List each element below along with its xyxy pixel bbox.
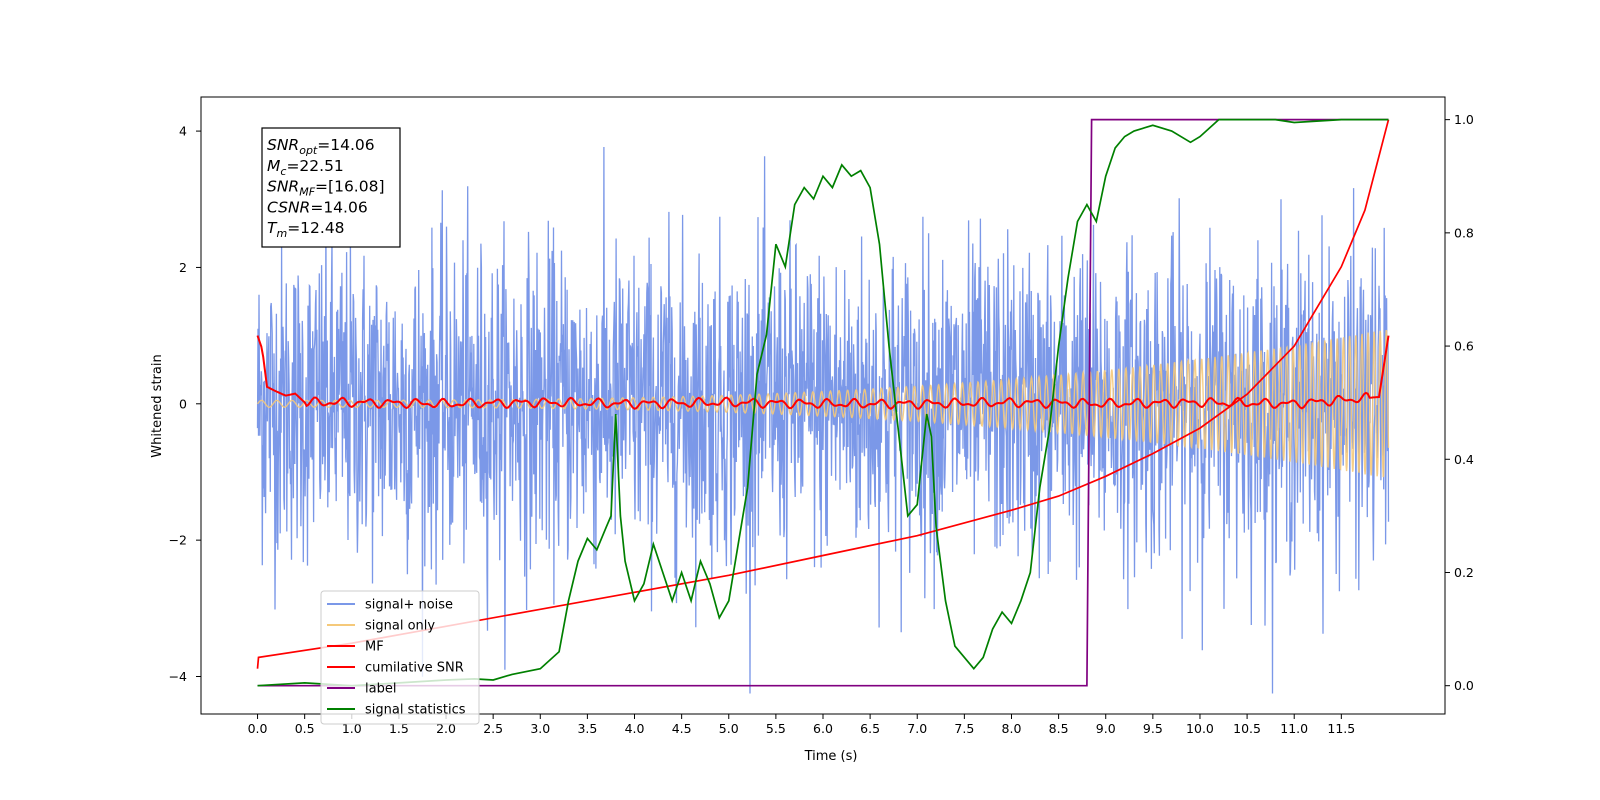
legend-frame — [320, 590, 480, 725]
x-tick-label: 0.5 — [295, 721, 315, 736]
y-tick-label: 2 — [179, 260, 187, 275]
x-tick-label: 2.0 — [436, 721, 456, 736]
y2-tick-label: 0.4 — [1454, 452, 1474, 467]
series-signal-noise-line — [256, 146, 1390, 694]
x-tick-label: 4.5 — [672, 721, 692, 736]
y-tick-label: 0 — [179, 396, 187, 411]
x-tick-label: 11.5 — [1327, 721, 1355, 736]
y2-tick-label: 1.0 — [1454, 112, 1474, 127]
y2-tick-label: 0.6 — [1454, 339, 1474, 354]
x-tick-label: 1.5 — [389, 721, 409, 736]
x-tick-label: 8.5 — [1049, 721, 1069, 736]
x-tick-label: 10.5 — [1233, 721, 1261, 736]
axes: 0.0 0.5 1.0 1.5 2.0 2.5 3.0 3.5 4.0 4.5 5.0 5.5 6.0 6… — [169, 96, 1474, 736]
x-tick-label: 7.5 — [954, 721, 974, 736]
y-axis-label: Whitened strain — [150, 354, 165, 457]
annotation-line: SNRopt=14.06 — [267, 136, 375, 157]
x-tick-label: 0.0 — [248, 721, 268, 736]
x-tick-label: 9.0 — [1096, 721, 1116, 736]
y2-tick-label: 0.0 — [1454, 678, 1474, 693]
y-tick-label: −2 — [169, 533, 187, 548]
legend: signal+ noise signal only MF cumilative SNR… — [320, 590, 480, 725]
x-tick-label: 10.0 — [1186, 721, 1214, 736]
x-tick-label: 1.0 — [342, 721, 362, 736]
y-tick-label: 4 — [179, 124, 187, 139]
x-tick-label: 11.0 — [1280, 721, 1308, 736]
x-tick-label: 6.0 — [813, 721, 833, 736]
annotation-box: SNRopt=14.06Mc=22.51SNRMF=[16.08]CSNR=14… — [261, 127, 401, 248]
legend-label: signal statistics — [365, 703, 466, 718]
x-tick-label: 8.0 — [1002, 721, 1022, 736]
x-tick-label: 2.5 — [483, 721, 503, 736]
series-signal-statistics-line — [257, 118, 1389, 687]
x-tick-label: 9.5 — [1143, 721, 1163, 736]
x-axis-label: Time (s) — [804, 749, 858, 764]
x-tick-label: 4.0 — [625, 721, 645, 736]
legend-label: MF — [365, 640, 384, 655]
annotation-line: SNRMF=[16.08] — [267, 178, 385, 199]
legend-label: cumilative SNR — [365, 661, 464, 676]
x-tick-label: 3.0 — [530, 721, 550, 736]
legend-label: signal only — [365, 619, 435, 634]
y2-tick-label: 0.8 — [1454, 225, 1474, 240]
x-tick-label: 5.0 — [719, 721, 739, 736]
x-tick-label: 7.0 — [907, 721, 927, 736]
legend-label: label — [365, 682, 396, 697]
annotation-line: CSNR=14.06 — [267, 198, 368, 216]
x-tick-label: 5.5 — [766, 721, 786, 736]
annotation-frame — [261, 127, 401, 248]
x-tick-label: 6.5 — [860, 721, 880, 736]
series-signal-only-line — [256, 329, 1390, 478]
annotation-line: Mc=22.51 — [267, 157, 344, 178]
y2-tick-label: 0.2 — [1454, 565, 1474, 580]
annotation-line: Tm=12.48 — [267, 219, 345, 240]
x-tick-label: 3.5 — [577, 721, 597, 736]
y-tick-label: −4 — [169, 669, 187, 684]
series-mf-line — [256, 335, 1390, 410]
legend-label: signal+ noise — [365, 598, 453, 613]
